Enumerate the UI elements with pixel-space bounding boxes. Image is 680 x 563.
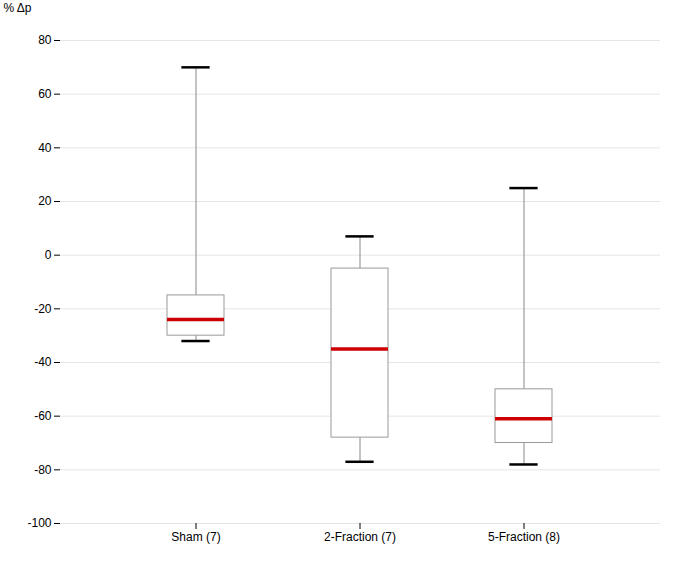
svg-text:% Δp: % Δp	[4, 1, 32, 15]
svg-text:60: 60	[38, 87, 52, 101]
svg-text:-80: -80	[34, 463, 52, 477]
svg-text:5-Fraction (8): 5-Fraction (8)	[488, 530, 560, 544]
svg-text:20: 20	[38, 194, 52, 208]
svg-text:40: 40	[38, 141, 52, 155]
svg-text:0: 0	[45, 248, 52, 262]
svg-text:2-Fraction (7): 2-Fraction (7)	[324, 530, 396, 544]
svg-text:Sham (7): Sham (7)	[171, 530, 220, 544]
svg-text:-20: -20	[34, 302, 52, 316]
svg-text:-60: -60	[34, 409, 52, 423]
svg-text:-40: -40	[34, 355, 52, 369]
svg-text:-100: -100	[27, 516, 51, 530]
svg-text:80: 80	[38, 33, 52, 47]
